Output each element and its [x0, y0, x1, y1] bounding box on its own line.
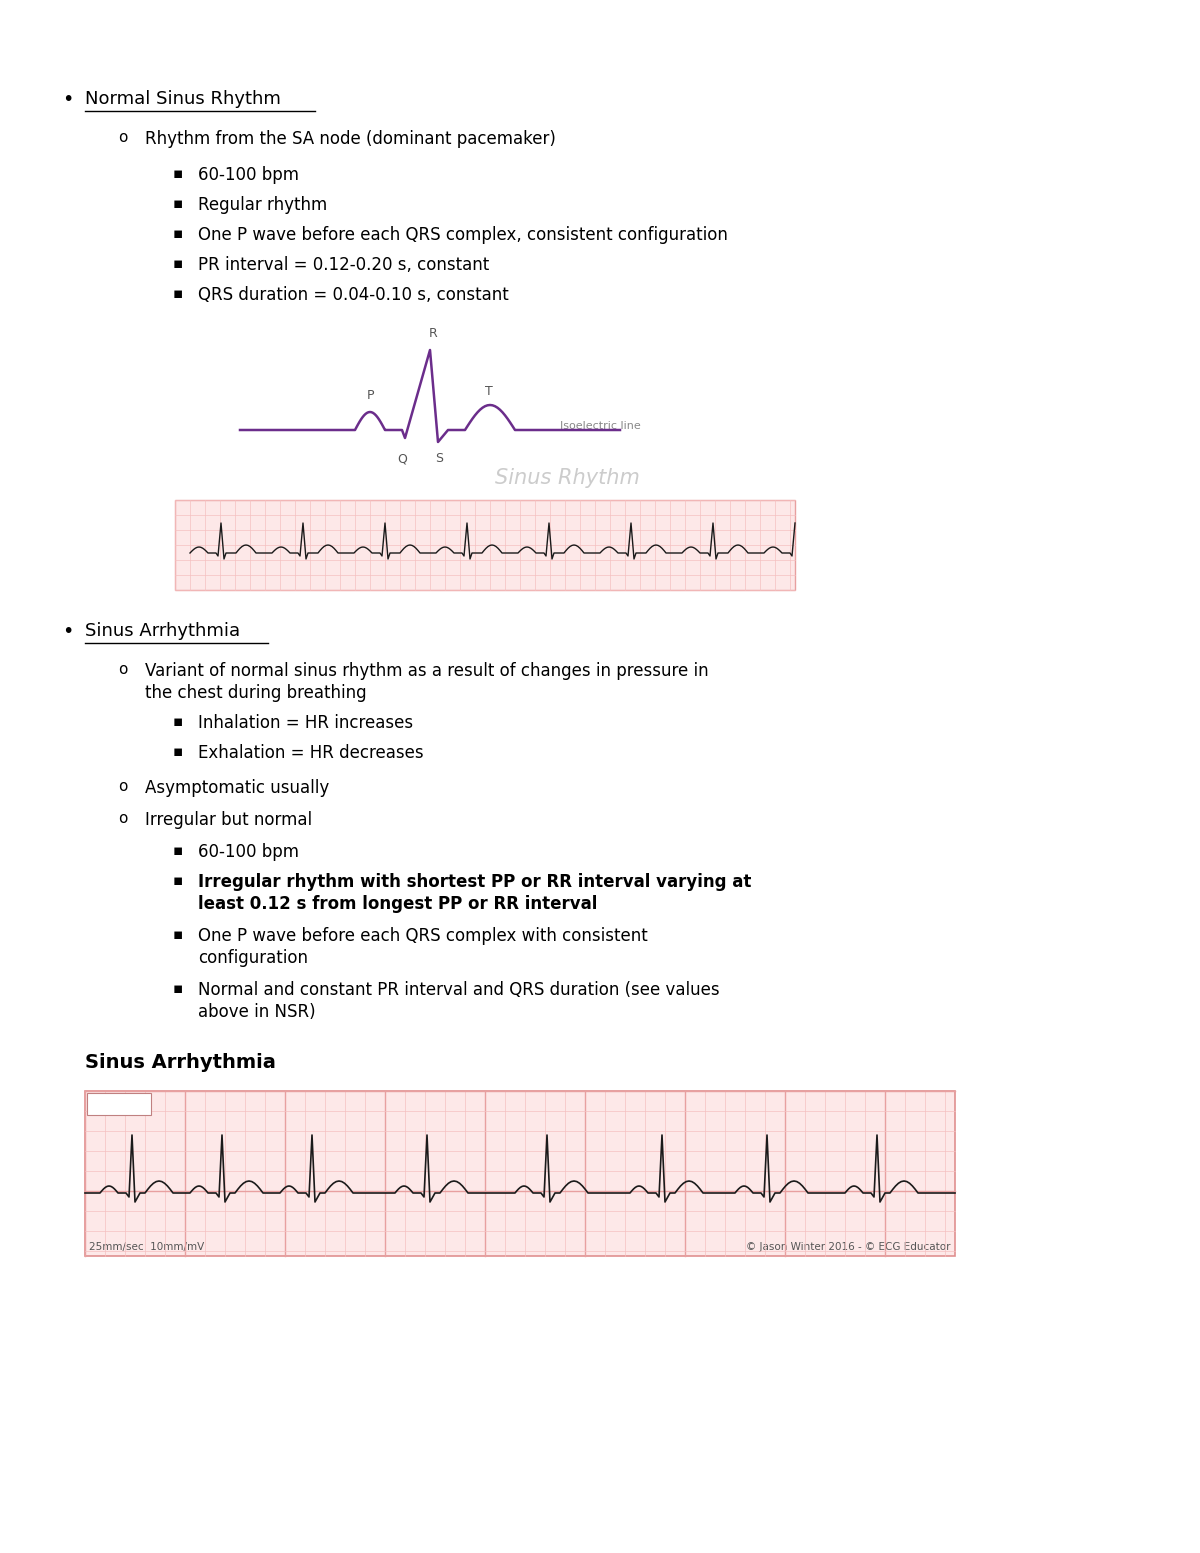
Text: o: o — [118, 811, 127, 826]
Text: 60-100 bpm: 60-100 bpm — [198, 843, 299, 860]
Text: Normal Sinus Rhythm: Normal Sinus Rhythm — [85, 90, 281, 109]
Text: Q: Q — [397, 452, 407, 464]
Text: One P wave before each QRS complex with consistent: One P wave before each QRS complex with … — [198, 927, 648, 944]
Text: ▪: ▪ — [173, 256, 184, 272]
Text: S: S — [436, 452, 443, 464]
Text: QRS duration = 0.04-0.10 s, constant: QRS duration = 0.04-0.10 s, constant — [198, 286, 509, 304]
Text: ▪: ▪ — [173, 873, 184, 888]
Text: ▪: ▪ — [173, 166, 184, 182]
Text: Asymptomatic usually: Asymptomatic usually — [145, 780, 329, 797]
Text: o: o — [118, 130, 127, 144]
Text: Exhalation = HR decreases: Exhalation = HR decreases — [198, 744, 424, 763]
Text: Normal and constant PR interval and QRS duration (see values: Normal and constant PR interval and QRS … — [198, 981, 720, 999]
Text: •: • — [62, 623, 73, 641]
Text: ▪: ▪ — [173, 286, 184, 301]
Text: PR interval = 0.12-0.20 s, constant: PR interval = 0.12-0.20 s, constant — [198, 256, 490, 273]
Text: Regular rhythm: Regular rhythm — [198, 196, 328, 214]
Text: R: R — [428, 328, 437, 340]
FancyBboxPatch shape — [175, 500, 796, 590]
Text: One P wave before each QRS complex, consistent configuration: One P wave before each QRS complex, cons… — [198, 227, 728, 244]
Text: Sinus Arrhythmia: Sinus Arrhythmia — [85, 623, 240, 640]
Text: ▪: ▪ — [173, 196, 184, 211]
Text: Sinus Rhythm: Sinus Rhythm — [496, 467, 640, 488]
Text: ▪: ▪ — [173, 227, 184, 241]
Text: 60-100 bpm: 60-100 bpm — [198, 166, 299, 183]
Text: P: P — [366, 388, 373, 402]
Text: 25mm/sec  10mm/mV: 25mm/sec 10mm/mV — [89, 1242, 204, 1252]
Text: ▪: ▪ — [173, 843, 184, 857]
Text: Inhalation = HR increases: Inhalation = HR increases — [198, 714, 413, 731]
Text: © Jason Winter 2016 - © ECG Educator: © Jason Winter 2016 - © ECG Educator — [746, 1242, 952, 1252]
Text: Irregular but normal: Irregular but normal — [145, 811, 312, 829]
FancyBboxPatch shape — [85, 1092, 955, 1256]
Text: the chest during breathing: the chest during breathing — [145, 683, 367, 702]
Text: ▪: ▪ — [173, 714, 184, 728]
Text: Irregular rhythm with shortest PP or RR interval varying at: Irregular rhythm with shortest PP or RR … — [198, 873, 751, 891]
Text: ▪: ▪ — [173, 744, 184, 759]
Text: configuration: configuration — [198, 949, 308, 968]
Text: Variant of normal sinus rhythm as a result of changes in pressure in: Variant of normal sinus rhythm as a resu… — [145, 662, 709, 680]
Text: above in NSR): above in NSR) — [198, 1003, 316, 1020]
Text: Isoelectric line: Isoelectric line — [560, 421, 641, 432]
Text: ▪: ▪ — [173, 927, 184, 943]
Text: Sinus Arrhythmia: Sinus Arrhythmia — [85, 1053, 276, 1072]
Text: ▪: ▪ — [173, 981, 184, 995]
Text: least 0.12 s from longest PP or RR interval: least 0.12 s from longest PP or RR inter… — [198, 895, 598, 913]
Text: •: • — [62, 90, 73, 109]
FancyBboxPatch shape — [88, 1093, 151, 1115]
Text: T: T — [485, 385, 493, 398]
Text: Lead II: Lead II — [91, 1096, 132, 1109]
Text: Rhythm from the SA node (dominant pacemaker): Rhythm from the SA node (dominant pacema… — [145, 130, 556, 148]
Text: o: o — [118, 662, 127, 677]
Text: o: o — [118, 780, 127, 794]
